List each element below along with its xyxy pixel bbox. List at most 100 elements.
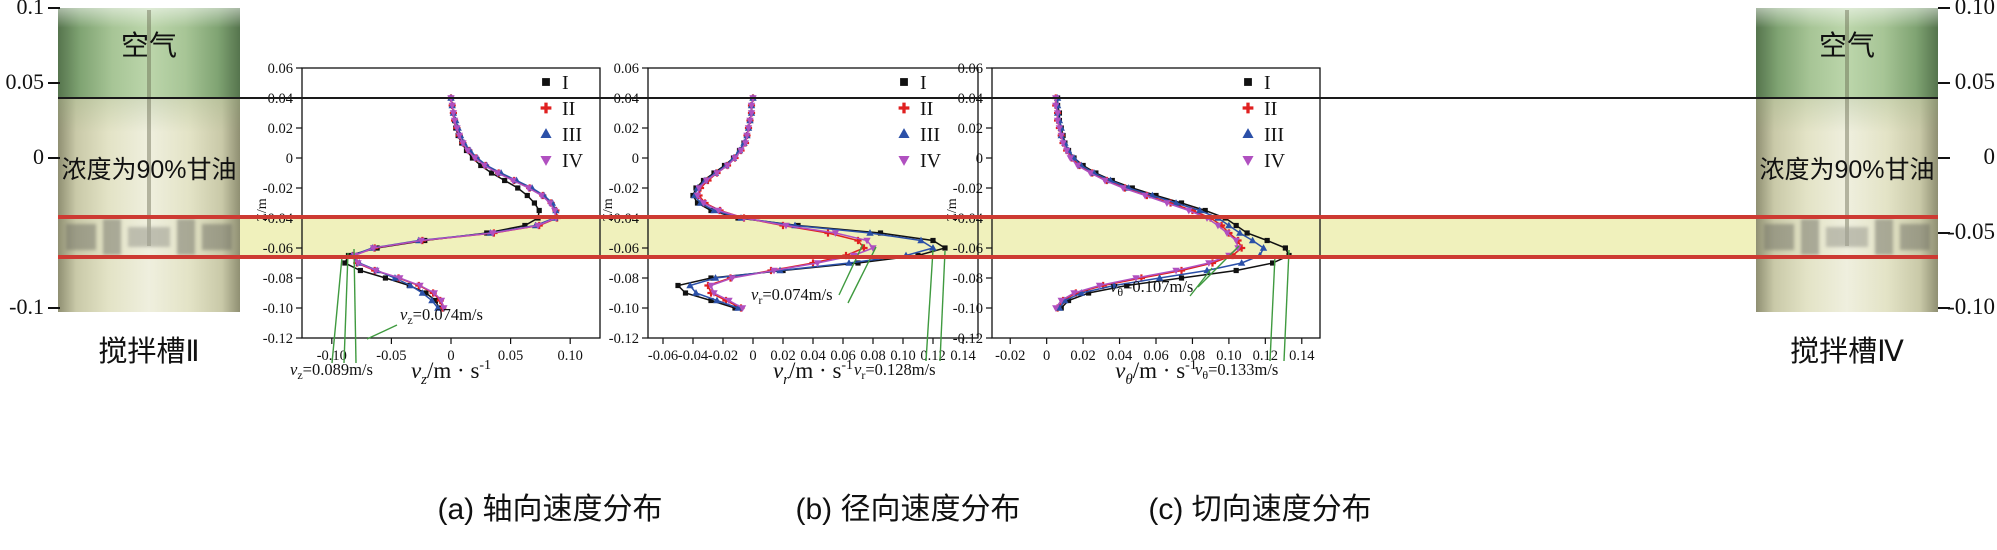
svg-text:II: II: [1264, 98, 1277, 120]
svg-text:III: III: [1264, 124, 1284, 146]
annotation-leader: [331, 256, 343, 364]
svg-text:0.04: 0.04: [1107, 348, 1133, 364]
x-axis-title: vz/m · s-1: [411, 358, 491, 388]
impeller: [58, 215, 240, 259]
svg-text:II: II: [920, 98, 933, 120]
impeller-blade: [177, 219, 195, 255]
series-markers-III: [686, 94, 937, 311]
svg-text:-0.04: -0.04: [678, 348, 709, 364]
outer-axis-tick: [48, 157, 60, 159]
annotation-leader: [838, 243, 864, 296]
annotation-leader: [925, 249, 934, 362]
liquid-region: [58, 98, 240, 312]
impeller-blade: [1875, 219, 1893, 255]
svg-text:IV: IV: [1264, 150, 1286, 172]
svg-text:-0.02: -0.02: [953, 181, 983, 197]
outer-axis-tick: [48, 307, 60, 309]
annotation-leader: [353, 248, 357, 364]
svg-text:0.06: 0.06: [830, 348, 855, 364]
svg-text:-0.12: -0.12: [953, 331, 983, 347]
svg-text:-0.12: -0.12: [263, 331, 293, 347]
shaft: [1845, 10, 1849, 246]
svg-text:0: 0: [976, 151, 983, 167]
svg-text:-0.06: -0.06: [953, 241, 983, 257]
svg-text:-0.08: -0.08: [953, 271, 983, 287]
outer-axis-tick: [1938, 307, 1950, 309]
air-label: 空气: [120, 30, 177, 61]
svg-text:IV: IV: [920, 150, 942, 172]
annotation-leader: [1189, 267, 1213, 297]
svg-text:I: I: [1264, 72, 1271, 94]
left-tank-image: 空气 浓度为90%甘油: [58, 8, 240, 312]
left-tank-caption: 搅拌槽Ⅱ: [98, 336, 200, 368]
impeller-blade: [103, 219, 121, 255]
right-tank-caption: 搅拌槽Ⅳ: [1790, 336, 1904, 368]
caption-radial: (b) 径向速度分布: [795, 493, 1021, 526]
annotation-label: vθ=0.133m/s: [1195, 360, 1278, 382]
svg-text:0.08: 0.08: [860, 348, 885, 364]
svg-text:0.02: 0.02: [1070, 348, 1095, 364]
annotation-leader: [1283, 249, 1290, 362]
svg-text:0.02: 0.02: [958, 121, 983, 137]
annotation-label: vr=0.074m/s: [751, 285, 833, 307]
svg-text:II: II: [562, 98, 575, 120]
annotation-label: vz=0.074m/s: [400, 305, 483, 327]
impeller-zone-bottom-line: [58, 255, 1938, 259]
air-region: [1756, 8, 1938, 98]
air-label: 空气: [1818, 30, 1875, 61]
impeller: [1756, 215, 1938, 259]
x-axis-title: vθ/m · s-1: [1115, 358, 1197, 388]
svg-text:-0.10: -0.10: [609, 301, 639, 317]
svg-text:I: I: [920, 72, 927, 94]
svg-text:0.05: 0.05: [498, 348, 523, 364]
outer-axis-tick-label: 0: [1983, 144, 1996, 169]
series-line-III: [688, 97, 935, 309]
svg-text:0.08: 0.08: [1180, 348, 1205, 364]
liquid-surface-line: [58, 97, 1938, 99]
series-markers-I: [342, 95, 542, 311]
svg-text:0.14: 0.14: [950, 348, 976, 364]
annotation-leader: [1269, 255, 1276, 362]
annotation-label: vz=0.089m/s: [290, 360, 373, 382]
outer-axis-tick: [48, 82, 60, 84]
series-markers-IV: [1052, 95, 1242, 312]
svg-text:-0.02: -0.02: [995, 348, 1025, 364]
x-axis-title: vr/m · s-1: [773, 358, 853, 388]
svg-text:-0.08: -0.08: [263, 271, 293, 287]
svg-text:0.04: 0.04: [958, 91, 984, 107]
svg-text:-0.02: -0.02: [263, 181, 293, 197]
annotation-leader: [939, 250, 946, 362]
chart-c: -0.02 0 0.02 0.04 0.06 0.08 0.10 0.12 0.14 0.06 0.…: [940, 60, 1340, 405]
outer-axis-tick: [1938, 7, 1950, 9]
svg-text:-0.05: -0.05: [376, 348, 406, 364]
outer-axis-tick-label: -0.1: [9, 294, 44, 319]
annotation-leader: [366, 324, 398, 340]
outer-axis-tick-label: 0.10: [1954, 0, 1995, 19]
annotation-label: vr=0.128m/s: [854, 360, 936, 382]
impeller-blade: [1801, 219, 1819, 255]
svg-text:-0.10: -0.10: [317, 348, 347, 364]
svg-text:0.10: 0.10: [890, 348, 915, 364]
annotation-label: vθ=0.107m/s: [1110, 277, 1193, 299]
svg-text:-0.08: -0.08: [609, 271, 639, 287]
svg-text:-0.10: -0.10: [953, 301, 983, 317]
outer-axis-tick: [48, 7, 60, 9]
impeller-blade: [1764, 224, 1794, 250]
svg-text:0.06: 0.06: [958, 61, 983, 77]
annotation-leader: [343, 252, 349, 364]
caption-axial: (a) 轴向速度分布: [437, 493, 663, 526]
svg-text:0.14: 0.14: [1289, 348, 1315, 364]
outer-axis-tick-label: 0: [33, 144, 44, 169]
impeller-hub: [128, 227, 170, 247]
series-line-I: [676, 97, 947, 309]
impeller-blade: [1900, 224, 1930, 250]
svg-text:-0.06: -0.06: [648, 348, 678, 364]
series-line-I: [343, 97, 540, 309]
series-markers-II: [695, 94, 868, 312]
svg-text:0: 0: [632, 151, 639, 167]
glycerol-label: 浓度为90%甘油: [1759, 156, 1935, 184]
svg-text:-0.12: -0.12: [609, 331, 639, 347]
chart-a: -0.10 -0.05 0 0.05 0.10 0.06 0.04 0.02 0 -0.02 -0.…: [250, 60, 650, 405]
outer-axis-tick-label: 0.05: [5, 69, 45, 94]
